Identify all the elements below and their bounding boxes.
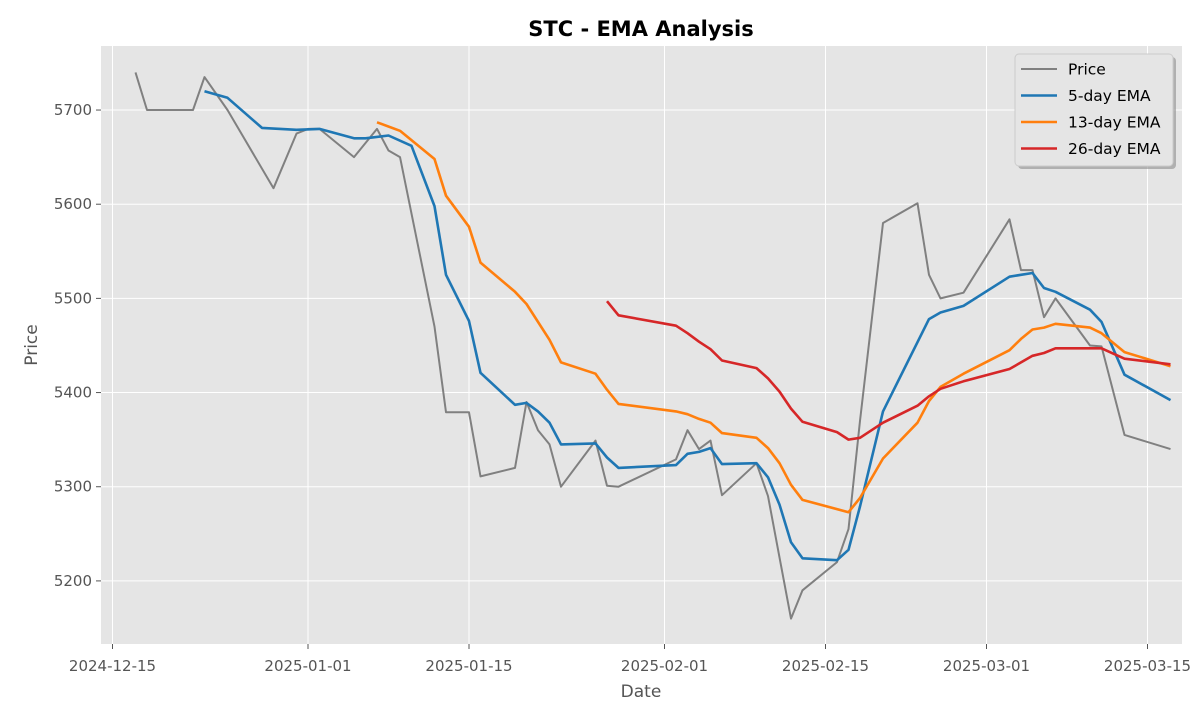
grid-lines xyxy=(101,46,1182,644)
legend-label-26-day-ema: 26-day EMA xyxy=(1068,140,1161,158)
y-tick-label: 5300 xyxy=(54,478,92,496)
x-tick-label: 2025-03-01 xyxy=(943,657,1030,675)
x-tick-label: 2025-02-01 xyxy=(621,657,708,675)
plot-area xyxy=(101,46,1182,644)
y-tick-label: 5700 xyxy=(54,101,92,119)
legend-label-13-day-ema: 13-day EMA xyxy=(1068,114,1161,132)
y-tick-label: 5200 xyxy=(54,572,92,590)
x-tick-label: 2025-02-15 xyxy=(782,657,869,675)
x-tick-label: 2025-01-15 xyxy=(425,657,512,675)
x-tick-label: 2025-01-01 xyxy=(264,657,351,675)
series-line-13-day-ema xyxy=(376,121,1171,514)
x-tick-label: 2025-03-15 xyxy=(1104,657,1191,675)
y-tick-label: 5500 xyxy=(54,289,92,307)
series-line-5-day-ema xyxy=(204,89,1172,562)
y-tick-label: 5400 xyxy=(54,384,92,402)
series-lines xyxy=(134,72,1172,620)
legend: Price 5-day EMA 13-day EMA 26-day EMA xyxy=(1014,53,1176,169)
legend-label-price: Price xyxy=(1068,61,1106,79)
legend-box xyxy=(1014,53,1174,167)
legend-items: Price 5-day EMA 13-day EMA 26-day EMA xyxy=(1021,61,1161,158)
x-axis-ticks: 2024-12-15 2025-01-01 2025-01-15 2025-02-01… xyxy=(69,644,1191,675)
series-line-price xyxy=(134,72,1171,620)
series-line-26-day-ema xyxy=(605,300,1171,441)
x-tick-label: 2024-12-15 xyxy=(69,657,156,675)
legend-label-5-day-ema: 5-day EMA xyxy=(1068,87,1151,105)
y-tick-label: 5600 xyxy=(54,195,92,213)
y-axis-label: Price xyxy=(22,324,42,365)
y-axis-ticks: 5200 5300 5400 5500 5600 5700 xyxy=(54,101,101,590)
x-axis-label: Date xyxy=(621,682,662,702)
chart-title: STC - EMA Analysis xyxy=(528,17,753,41)
